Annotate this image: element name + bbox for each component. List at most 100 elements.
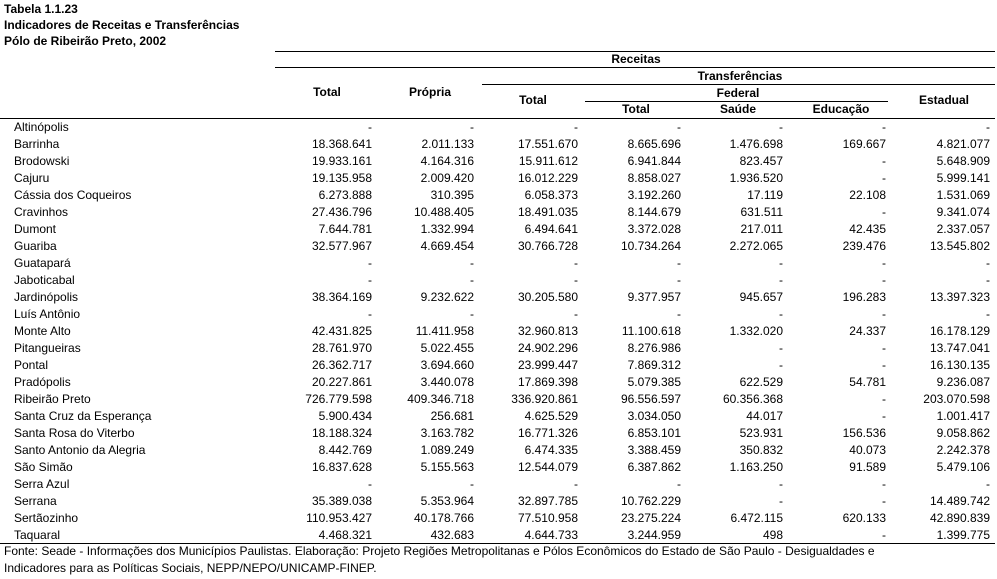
row-label: Pitangueiras [14,341,81,355]
footer: Indicadores para as Políticas Sociais, N… [4,561,377,575]
cell: 40.073 [849,443,886,457]
header: Total [313,85,341,99]
cell: 42.890.839 [930,511,990,525]
cell: 6.494.641 [525,222,579,236]
cell: 18.368.641 [312,137,372,151]
cell: 4.669.454 [421,239,475,253]
cell: - [470,256,474,270]
cell: 3.192.260 [628,188,682,202]
cell: 256.681 [431,409,475,423]
cell: 432.683 [431,528,475,542]
cell: 77.510.958 [518,511,578,525]
cell: - [882,477,886,491]
header: Receitas [611,52,661,66]
cell: 217.011 [741,222,784,236]
cell: 1.089.249 [421,443,475,457]
cell: 945.657 [740,290,784,304]
cell: 19.933.161 [312,154,372,168]
cell: 310.395 [431,188,475,202]
cell: 620.133 [843,511,887,525]
cell: - [574,256,578,270]
cell: - [882,273,886,287]
cell: 2.009.420 [421,171,475,185]
cell: 17.551.670 [518,137,578,151]
row-label: Taquaral [14,528,60,542]
cell: 5.900.434 [319,409,373,423]
cell: 2.272.065 [730,239,784,253]
cell: 196.283 [843,290,887,304]
cell: 22.108 [849,188,886,202]
cell: 823.457 [740,154,784,168]
row-label: Ribeirão Preto [14,392,91,406]
cell: 18.491.035 [518,205,578,219]
row-label: Cravinhos [14,205,68,219]
row-label: Barrinha [14,137,60,151]
row-label: São Simão [14,460,73,474]
title: Pólo de Ribeirão Preto, 2002 [4,34,166,48]
cell: 5.648.909 [937,154,991,168]
cell: 20.227.861 [312,375,372,389]
cell: 26.362.717 [312,358,372,372]
cell: - [986,307,990,321]
cell: 8.144.679 [628,205,682,219]
cell: 30.766.728 [518,239,578,253]
row-label: Monte Alto [14,324,71,338]
cell: 5.079.385 [628,375,682,389]
cell: 523.931 [740,426,784,440]
row-label: Luís Antônio [14,307,80,321]
title: Tabela 1.1.23 [4,2,78,16]
row-label: Sertãozinho [14,511,78,525]
cell: 3.163.782 [421,426,475,440]
row-label: Jardinópolis [14,290,78,304]
cell: - [882,358,886,372]
cell: - [574,273,578,287]
header: Própria [409,85,451,99]
header: Total [622,102,650,116]
cell: 14.489.742 [930,494,990,508]
cell: 1.399.775 [937,528,991,542]
header: Educação [813,102,870,116]
cell: 498 [763,528,783,542]
header: Total [519,93,547,107]
cell: 2.337.057 [937,222,991,236]
cell: 7.644.781 [319,222,373,236]
cell: 156.536 [843,426,887,440]
cell: - [779,358,783,372]
cell: 24.337 [849,324,886,338]
cell: 32.577.967 [312,239,372,253]
cell: 6.474.335 [525,443,579,457]
cell: 10.734.264 [621,239,681,253]
cell: - [574,477,578,491]
cell: 3.440.078 [421,375,475,389]
cell: 5.479.106 [937,460,991,474]
cell: 8.276.986 [628,341,682,355]
title: Indicadores de Receitas e Transferências [4,18,240,32]
cell: - [882,392,886,406]
cell: - [882,205,886,219]
cell: 28.761.970 [312,341,372,355]
cell: - [677,477,681,491]
row-label: Guatapará [14,256,71,270]
cell: 44.017 [746,409,783,423]
cell: 17.869.398 [518,375,578,389]
cell: 13.545.802 [930,239,990,253]
cell: 18.188.324 [312,426,372,440]
cell: 9.058.862 [937,426,991,440]
cell: 54.781 [849,375,886,389]
cell: - [779,477,783,491]
cell: 8.858.027 [628,171,682,185]
cell: 16.837.628 [312,460,372,474]
row-label: Santo Antonio da Alegria [14,443,146,457]
cell: 6.941.844 [628,154,682,168]
cell: 10.762.229 [621,494,681,508]
cell: 4.644.733 [525,528,579,542]
cell: - [986,273,990,287]
row-label: Guariba [14,239,57,253]
cell: - [368,273,372,287]
cell: 15.911.612 [519,154,578,168]
cell: - [677,256,681,270]
cell: 3.034.050 [628,409,682,423]
cell: 4.821.077 [937,137,991,151]
cell: 10.488.405 [414,205,474,219]
